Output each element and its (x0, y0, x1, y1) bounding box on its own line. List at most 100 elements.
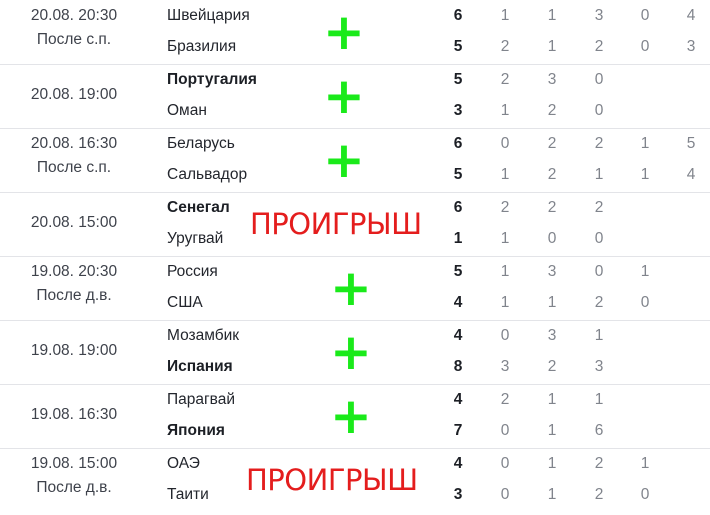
period-score: 1 (547, 294, 557, 311)
match-datetime: 20.08. 20:30 (30, 7, 118, 24)
match-row[interactable]: 19.08. 15:00 После д.в. ОАЭ 4 0 1 2 1 Таити 3 0 1 2 0… (0, 448, 710, 512)
match-row[interactable]: 19.08. 16:30 Парагвай 4 2 1 1 Япония 7 0 1 6 + (0, 384, 710, 449)
period-score: 2 (594, 455, 604, 472)
match-datetime: 20.08. 15:00 (30, 214, 118, 231)
period-score: 1 (547, 455, 557, 472)
team-total-score: 1 (453, 230, 463, 247)
period-score: 4 (686, 7, 696, 24)
team-total-score: 4 (453, 455, 463, 472)
match-row[interactable]: 19.08. 19:00 Мозамбик 4 0 3 1 Испания 8 3 2 3 + (0, 320, 710, 385)
period-score: 2 (594, 135, 604, 152)
period-score: 0 (500, 135, 510, 152)
match-note: После с.п. (36, 159, 112, 176)
team-name-home[interactable]: Швейцария (167, 7, 250, 24)
plus-mark: + (323, 3, 365, 61)
team-total-score: 8 (453, 358, 463, 375)
team-total-score: 6 (453, 7, 463, 24)
period-score: 3 (547, 327, 557, 344)
team-total-score: 4 (453, 294, 463, 311)
period-score: 0 (640, 486, 650, 503)
match-datetime: 19.08. 19:00 (30, 342, 118, 359)
period-score: 1 (500, 230, 510, 247)
period-score: 2 (547, 102, 557, 119)
team-name-home[interactable]: Португалия (167, 71, 257, 88)
plus-mark: + (330, 387, 372, 445)
plus-mark: + (323, 131, 365, 189)
team-name-home[interactable]: Мозамбик (167, 327, 240, 344)
period-score: 1 (547, 38, 557, 55)
team-name-away[interactable]: Сальвадор (167, 166, 248, 183)
period-score: 0 (500, 422, 510, 439)
match-datetime: 20.08. 16:30 (30, 135, 118, 152)
team-name-away[interactable]: Испания (167, 358, 233, 375)
period-score: 1 (500, 166, 510, 183)
team-total-score: 6 (453, 135, 463, 152)
period-score: 1 (640, 455, 650, 472)
period-score: 1 (500, 7, 510, 24)
team-total-score: 4 (453, 327, 463, 344)
team-name-away[interactable]: Таити (167, 486, 209, 503)
period-score: 0 (500, 327, 510, 344)
match-datetime: 19.08. 15:00 (30, 455, 118, 472)
plus-mark: + (330, 259, 372, 317)
period-score: 2 (594, 38, 604, 55)
team-total-score: 4 (453, 391, 463, 408)
period-score: 0 (594, 71, 604, 88)
period-score: 0 (594, 102, 604, 119)
period-score: 6 (594, 422, 604, 439)
period-score: 2 (547, 166, 557, 183)
period-score: 2 (594, 199, 604, 216)
period-score: 1 (594, 327, 604, 344)
match-row[interactable]: 20.08. 19:00 Португалия 5 2 3 0 Оман 3 1 2 0 + (0, 64, 710, 129)
team-total-score: 5 (453, 71, 463, 88)
period-score: 3 (547, 71, 557, 88)
period-score: 2 (547, 199, 557, 216)
team-name-home[interactable]: Парагвай (167, 391, 235, 408)
match-row[interactable]: 20.08. 20:30 После с.п. Швейцария 6 1 1 3 0 4 Бра… (0, 0, 710, 65)
team-total-score: 5 (453, 38, 463, 55)
period-score: 3 (686, 38, 696, 55)
match-row[interactable]: 20.08. 15:00 Сенегал 6 2 2 2 Уругвай 1 1 0 0 ПРОИГР… (0, 192, 710, 257)
team-total-score: 6 (453, 199, 463, 216)
team-name-away[interactable]: Япония (167, 422, 225, 439)
period-score: 1 (500, 294, 510, 311)
team-total-score: 5 (453, 263, 463, 280)
team-name-away[interactable]: Уругвай (167, 230, 224, 247)
period-score: 1 (500, 263, 510, 280)
team-name-away[interactable]: Оман (167, 102, 207, 119)
team-total-score: 7 (453, 422, 463, 439)
period-score: 2 (594, 294, 604, 311)
period-score: 5 (686, 135, 696, 152)
period-score: 1 (547, 7, 557, 24)
team-name-home[interactable]: Сенегал (167, 199, 230, 216)
period-score: 3 (594, 7, 604, 24)
team-name-home[interactable]: Беларусь (167, 135, 235, 152)
period-score: 0 (500, 486, 510, 503)
period-score: 0 (640, 38, 650, 55)
period-score: 0 (547, 230, 557, 247)
team-name-away[interactable]: США (167, 294, 203, 311)
period-score: 0 (594, 263, 604, 280)
team-name-home[interactable]: Россия (167, 263, 218, 280)
match-note: После д.в. (36, 287, 112, 304)
period-score: 3 (547, 263, 557, 280)
lose-mark: ПРОИГРЫШ (246, 463, 418, 497)
period-score: 1 (594, 391, 604, 408)
period-score: 2 (594, 486, 604, 503)
team-total-score: 3 (453, 486, 463, 503)
team-name-away[interactable]: Бразилия (167, 38, 237, 55)
period-score: 1 (594, 166, 604, 183)
period-score: 1 (640, 263, 650, 280)
match-row[interactable]: 19.08. 20:30 После д.в. Россия 5 1 3 0 1 США 4 1 1 2… (0, 256, 710, 321)
period-score: 2 (547, 135, 557, 152)
period-score: 2 (500, 199, 510, 216)
period-score: 3 (500, 358, 510, 375)
match-row[interactable]: 20.08. 16:30 После с.п. Беларусь 6 0 2 2 1 5 Саль… (0, 128, 710, 193)
period-score: 0 (594, 230, 604, 247)
period-score: 1 (547, 486, 557, 503)
period-score: 2 (500, 391, 510, 408)
match-datetime: 19.08. 20:30 (30, 263, 118, 280)
period-score: 2 (500, 71, 510, 88)
team-name-home[interactable]: ОАЭ (167, 455, 200, 472)
